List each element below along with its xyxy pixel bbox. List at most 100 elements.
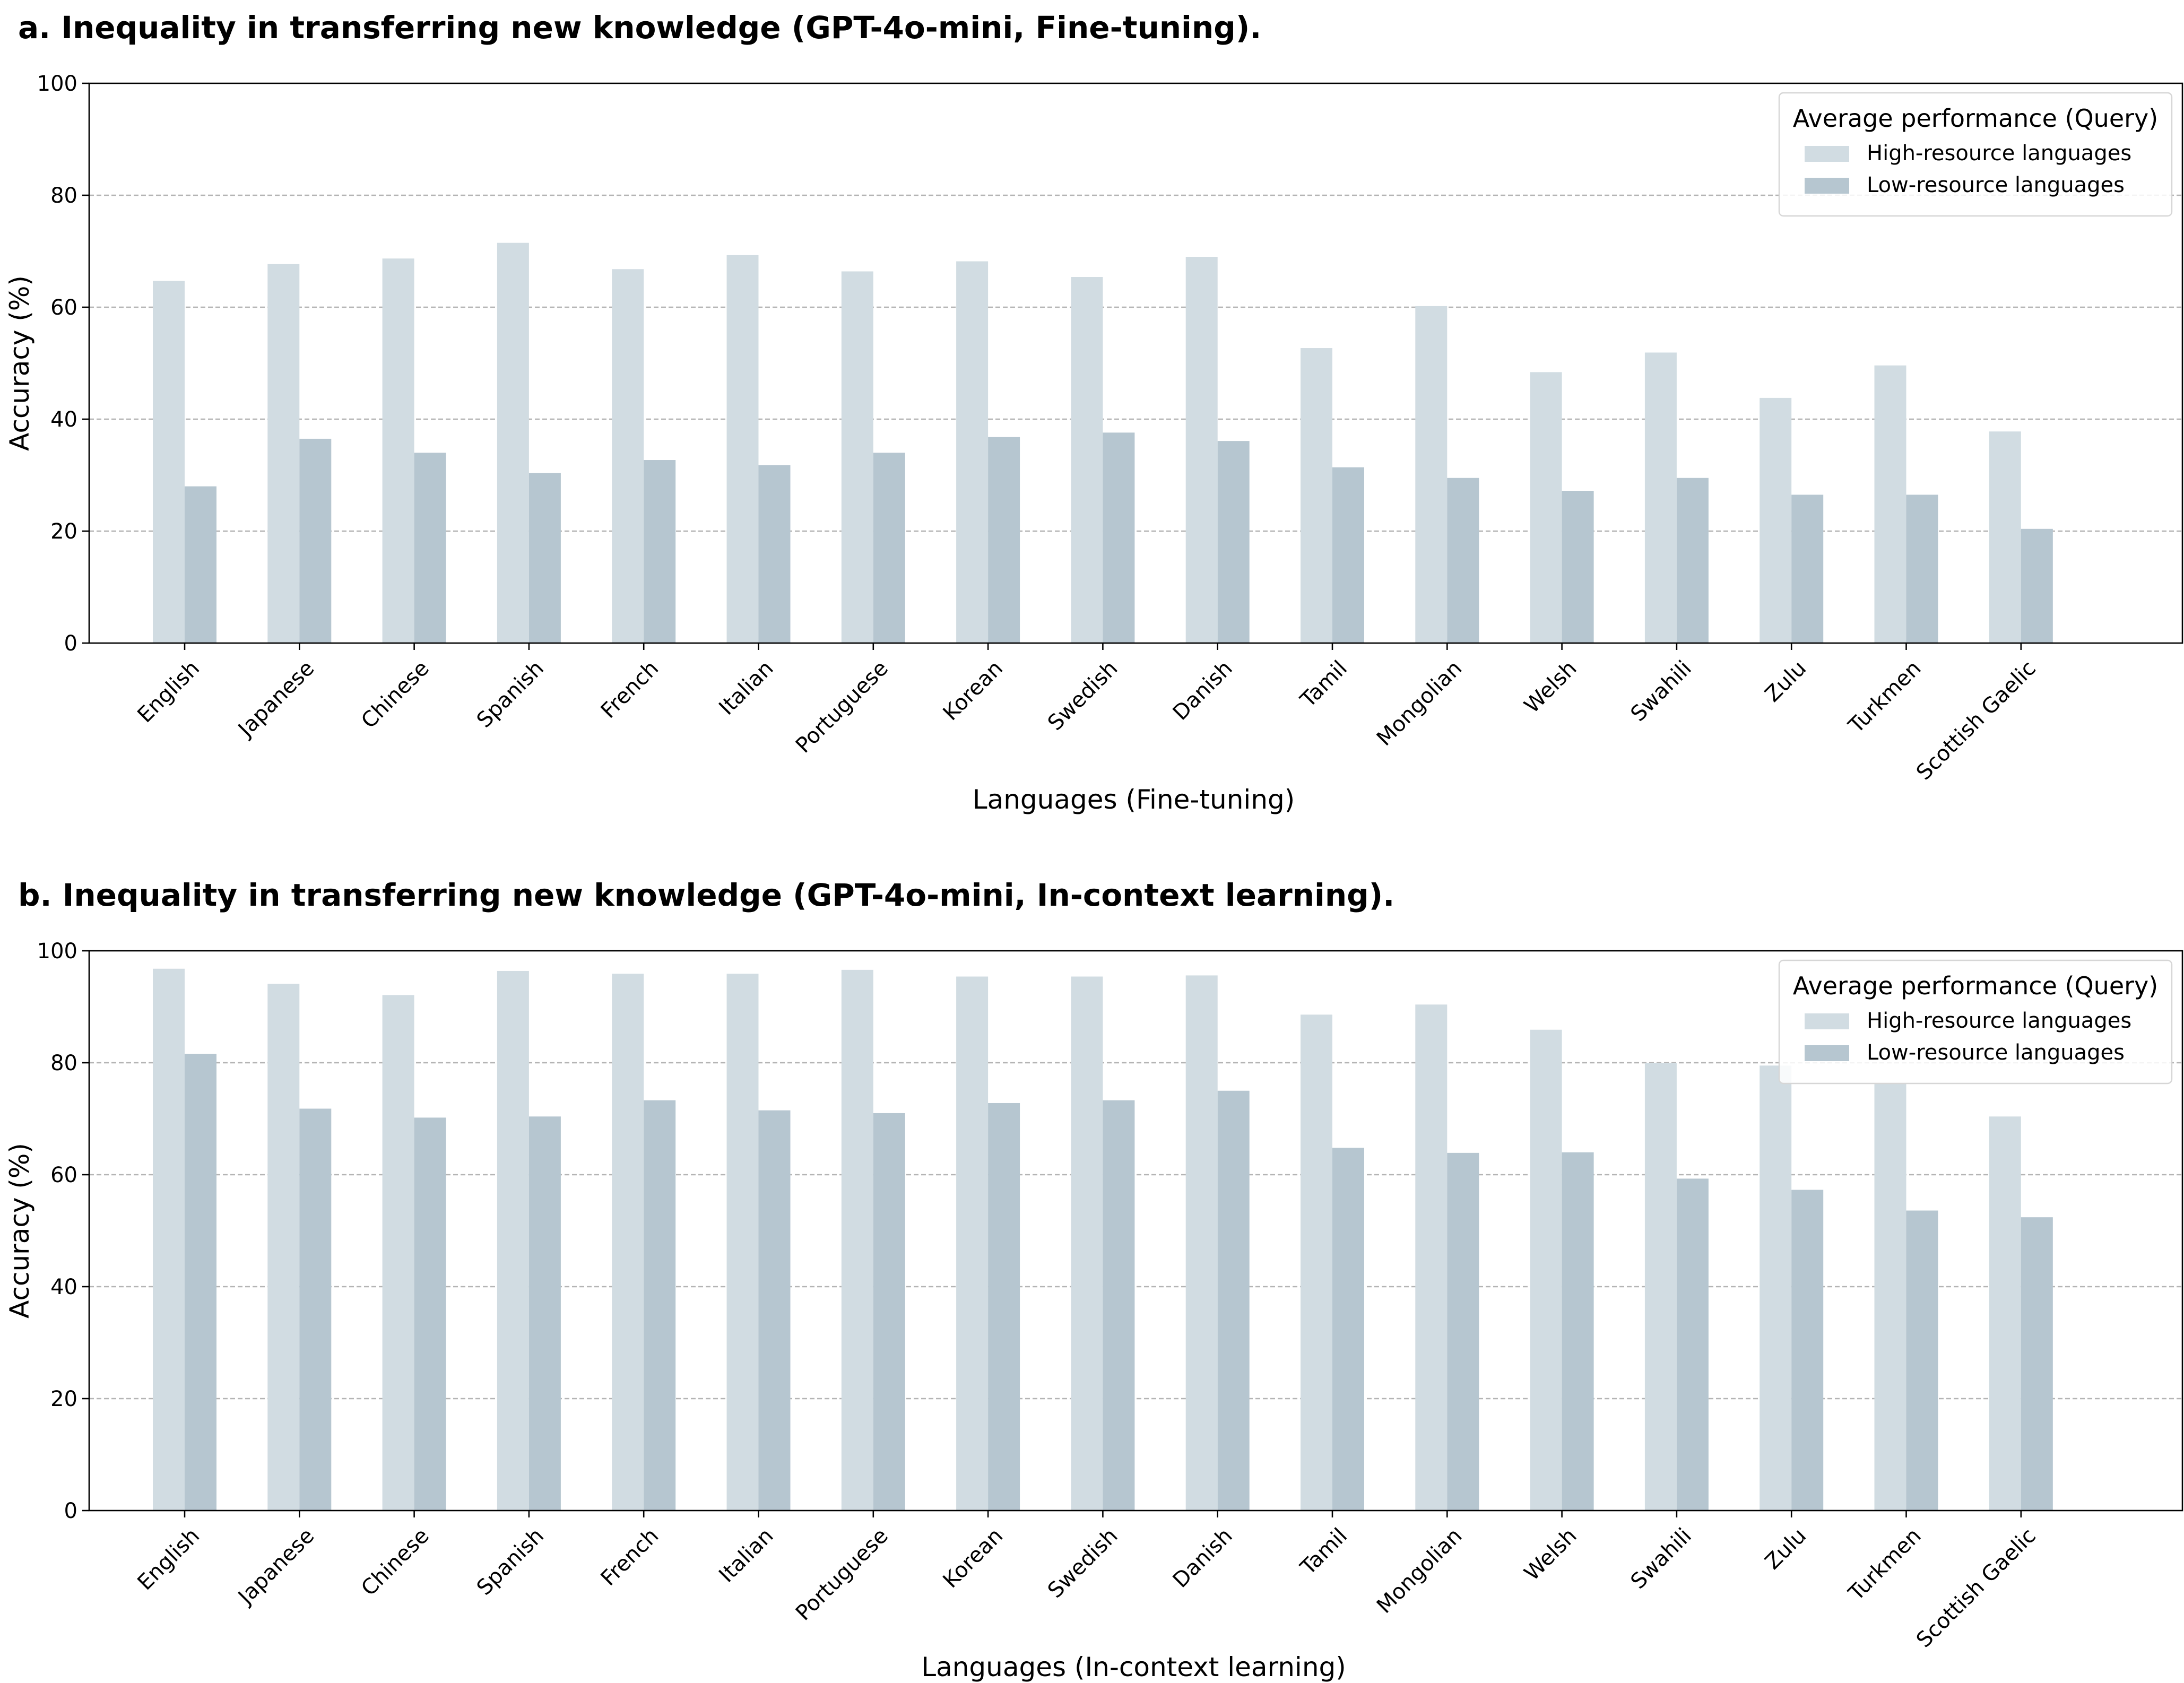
panel-a-bar-high-swahili: [1644, 352, 1677, 643]
panel-a-bar-high-portuguese: [841, 271, 873, 644]
panel-b-bar-low-italian: [758, 1110, 791, 1511]
panel-a-bar-high-scottish-gaelic: [1989, 431, 2021, 643]
panel-b-xtick-label: Scottish Gaelic: [1912, 1524, 2041, 1653]
panel-a-legend-label-low: Low-resource languages: [1867, 173, 2125, 197]
panel-b-bar-low-scottish-gaelic: [2021, 1217, 2053, 1511]
panel-b-legend-swatch-high: [1805, 1013, 1849, 1029]
panel-a-ytick-label: 40: [50, 407, 77, 432]
panel-a-bar-low-swedish: [1103, 432, 1135, 643]
panel-b-bar-high-welsh: [1530, 1029, 1562, 1511]
panel-a-xtick-label: Welsh: [1520, 656, 1582, 718]
panel-b-bar-low-zulu: [1791, 1190, 1824, 1511]
panel-a-xtick-label: Zulu: [1761, 656, 1812, 707]
panel-b-xtick-label: Swahili: [1626, 1524, 1696, 1594]
panel-a-bar-high-danish: [1185, 257, 1218, 643]
panel-b-bar-low-portuguese: [873, 1113, 905, 1511]
panel-a-bar-low-zulu: [1791, 495, 1824, 643]
panel-b-xtick-label: Mongolian: [1372, 1524, 1467, 1618]
panel-b-xtick-label: English: [133, 1524, 204, 1595]
panel-b-xtick-label: French: [596, 1524, 664, 1591]
panel-b-xtick-label: Zulu: [1761, 1524, 1812, 1575]
panel-b-bar-high-english: [153, 968, 185, 1511]
panel-b-plot-frame: [88, 950, 2183, 1512]
panel-a-xtick-label: Japanese: [232, 656, 319, 743]
panel-b-bar-low-tamil: [1332, 1148, 1364, 1511]
panel-a-xtick-label: Tamil: [1296, 656, 1352, 713]
panel-b-bar-high-danish: [1185, 975, 1218, 1511]
panel-a-ytick-label: 80: [50, 184, 77, 208]
panel-a-bar-high-french: [612, 269, 644, 643]
panel-a-xtick-label: Portuguese: [791, 656, 893, 758]
panel-a-y-axis-label: Accuracy (%): [4, 275, 35, 451]
panel-b-ytick-label: 100: [37, 939, 77, 964]
panel-a-xtick-label: Italian: [714, 656, 778, 720]
panel-a-bar-low-french: [644, 460, 676, 643]
panel-b-xtick-label: Chinese: [357, 1524, 434, 1601]
panel-b-bar-high-tamil: [1301, 1014, 1332, 1511]
panel-b-ytick-label: 20: [50, 1387, 77, 1411]
panel-b-legend-label-low: Low-resource languages: [1867, 1040, 2125, 1065]
panel-a-bar-high-mongolian: [1415, 306, 1448, 643]
panel-a-bar-low-tamil: [1332, 467, 1364, 643]
panel-b-xtick-label: Welsh: [1520, 1524, 1582, 1586]
panel-a-xtick-label: Korean: [939, 656, 1008, 726]
panel-b-ytick-label: 80: [50, 1051, 77, 1075]
panel-a-bar-low-welsh: [1562, 491, 1594, 643]
panel-a-bar-high-turkmen: [1874, 365, 1906, 643]
panel-b-xtick-label: Korean: [939, 1524, 1008, 1593]
panel-a-bar-low-turkmen: [1906, 495, 1938, 643]
panel-b-ytick-label: 40: [50, 1275, 77, 1299]
panel-a-bar-low-chinese: [414, 453, 446, 643]
panel-a-x-axis-label: Languages (Fine-tuning): [973, 784, 1295, 815]
panel-a-legend-swatch-low: [1805, 178, 1849, 194]
panel-a-ytick-label: 100: [37, 72, 77, 96]
panel-b-bar-low-welsh: [1562, 1152, 1594, 1511]
panel-a-legend-box: [1778, 92, 2173, 217]
panel-a-bar-low-korean: [988, 437, 1020, 643]
panel-a-bar-high-english: [153, 281, 185, 643]
panel-b-bar-high-turkmen: [1874, 1083, 1906, 1511]
panel-a-bar-high-italian: [726, 255, 759, 643]
panel-a-bar-high-swedish: [1071, 277, 1103, 643]
panel-a-legend-swatch-high: [1805, 146, 1849, 162]
panel-a-ytick-label: 20: [50, 519, 77, 544]
panel-b-bar-low-mongolian: [1447, 1152, 1479, 1511]
panel-b-bar-low-chinese: [414, 1117, 446, 1511]
panel-b-bar-low-japanese: [299, 1108, 332, 1511]
panel-b-bar-high-japanese: [267, 984, 300, 1511]
panel-b-xtick-label: Japanese: [232, 1524, 319, 1610]
panel-b-legend-swatch-low: [1805, 1045, 1849, 1061]
panel-b-x-axis-label: Languages (In-context learning): [921, 1652, 1346, 1682]
panel-b-bar-high-chinese: [382, 995, 414, 1511]
panel-a-bar-low-italian: [758, 465, 791, 643]
panel-a-bar-high-japanese: [267, 264, 300, 643]
panel-a-xtick-label: Scottish Gaelic: [1912, 656, 2041, 785]
panel-a-bar-high-korean: [956, 261, 989, 643]
panel-a-bar-low-mongolian: [1447, 478, 1479, 643]
panel-b-xtick-label: Italian: [714, 1524, 778, 1587]
panel-b-xtick-label: Danish: [1168, 1524, 1237, 1593]
panel-b-bar-low-french: [644, 1100, 676, 1511]
panel-b-y-axis-label: Accuracy (%): [4, 1143, 35, 1318]
panel-b-xtick-label: Swedish: [1043, 1524, 1122, 1603]
panel-a-xtick-label: Turkmen: [1844, 656, 1926, 739]
panel-b-bar-high-korean: [956, 976, 989, 1511]
panel-a-ytick-label: 60: [50, 296, 77, 320]
panel-a-bar-low-english: [185, 486, 216, 643]
panel-a-bar-low-scottish-gaelic: [2021, 528, 2053, 643]
panel-b-bar-low-swahili: [1676, 1178, 1709, 1511]
panel-a-legend-title: Average performance (Query): [1793, 104, 2158, 133]
panel-b-bar-high-swedish: [1071, 976, 1103, 1511]
panel-a-xtick-label: Swahili: [1626, 656, 1696, 726]
panel-b-xtick-label: Turkmen: [1844, 1524, 1926, 1606]
panel-b-legend-box: [1778, 959, 2173, 1085]
panel-a-bar-low-spanish: [528, 473, 561, 643]
panel-a-bar-high-zulu: [1760, 397, 1792, 643]
panel-a-bar-low-japanese: [299, 438, 332, 643]
panel-a-xtick-label: Swedish: [1043, 656, 1122, 735]
panel-a-xtick-label: English: [133, 656, 204, 728]
panel-a-xtick-label: Mongolian: [1372, 656, 1467, 751]
panel-b-bar-low-swedish: [1103, 1100, 1135, 1511]
panel-a-title: a. Inequality in transferring new knowle…: [18, 10, 1262, 46]
